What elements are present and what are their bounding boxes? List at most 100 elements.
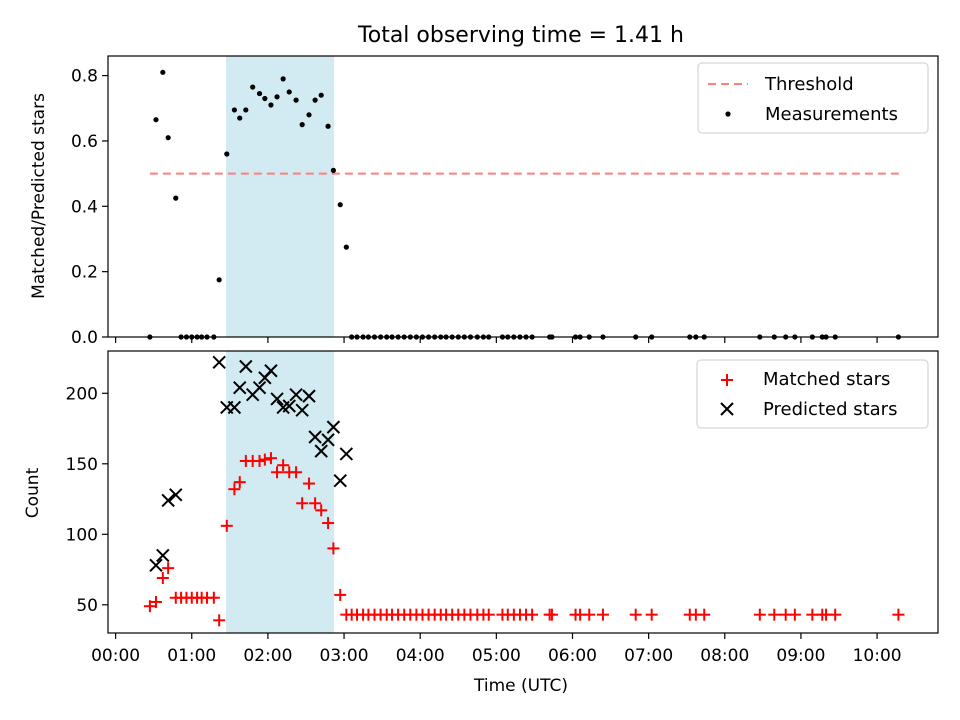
measurement-point (250, 84, 256, 90)
predicted-star-point (252, 380, 267, 395)
measurement-point (293, 97, 299, 103)
predicted-star-point (161, 493, 175, 508)
bottom-x-tick-label: 02:00 (243, 646, 292, 666)
predicted-star-point (295, 403, 309, 417)
measurement-point (318, 92, 324, 98)
matched-star-point (258, 453, 271, 466)
predicted-star-point (308, 430, 322, 444)
bottom-plot-frame (107, 350, 939, 634)
legend-matched-label: Matched stars (763, 369, 890, 390)
measurement-point (280, 76, 286, 82)
bottom-x-tick-label: 01:00 (167, 646, 216, 666)
bottom-y-tick-label: 200 (66, 384, 98, 404)
matched-star-point (228, 483, 241, 496)
measurement-point (268, 102, 274, 108)
predicted-star-point (339, 447, 354, 461)
predicted-star-point (314, 444, 328, 458)
top-y-axis-label: Matched/Predicted stars (29, 93, 49, 299)
matched-star-point (788, 608, 801, 621)
measurement-point (173, 195, 179, 201)
matched-star-point (296, 497, 309, 510)
predicted-star-point (264, 364, 278, 378)
bottom-legend-box (696, 359, 929, 429)
matched-star-point (271, 466, 284, 479)
bottom-y-tick-label: 100 (66, 525, 98, 545)
top-legend-box (697, 62, 929, 134)
measurement-point (243, 107, 249, 113)
measurement-point (256, 90, 263, 97)
matched-star-point (233, 476, 246, 489)
predicted-star-point (212, 355, 226, 369)
predicted-star-point (326, 420, 341, 434)
measurement-point (153, 117, 159, 123)
matched-star-point (149, 595, 162, 608)
x-axis-label: Time (UTC) (473, 676, 568, 696)
predicted-star-point (169, 488, 183, 502)
bottom-x-tick-label: 06:00 (548, 646, 597, 666)
measurement-point (231, 107, 238, 113)
matched-star-point (220, 519, 233, 532)
predicted-star-point (333, 474, 347, 488)
bottom-x-ticks: 00:00 01:00 02:00 03:00 04:00 05:00 06:00 07:00… (91, 633, 902, 666)
measurement-points (147, 69, 902, 340)
legend-measurements-label: Measurements (765, 104, 898, 125)
top-y-tick-label: 0.0 (71, 328, 98, 348)
top-plot-frame (107, 55, 939, 338)
measurement-point (165, 135, 171, 141)
predicted-star-point (149, 558, 163, 573)
bottom-x-tick-label: 08:00 (700, 646, 749, 666)
predicted-star-point (233, 380, 247, 395)
predicted-star-point (302, 389, 316, 403)
matched-star-point (583, 608, 596, 621)
matched-star-point (334, 588, 347, 601)
bottom-x-tick-label: 03:00 (320, 646, 369, 666)
measurement-point (337, 202, 343, 208)
bottom-x-tick-label: 10:00 (853, 646, 902, 666)
matched-star-point (482, 608, 495, 621)
figure-title: Total observing time = 1.41 h (357, 23, 684, 48)
bottom-x-tick-label: 07:00 (624, 646, 673, 666)
matched-star-point (596, 608, 609, 621)
matched-star-point (315, 504, 328, 517)
matched-star-point (545, 608, 558, 621)
top-x-ticks (115, 337, 878, 343)
matched-star-point (143, 600, 156, 613)
matched-star-point (698, 608, 711, 621)
predicted-star-point (321, 433, 335, 447)
matched-star-point (753, 608, 766, 621)
measurement-point (299, 122, 305, 128)
matched-star-point (645, 608, 658, 621)
bottom-legend: Matched stars Predicted stars (696, 359, 929, 429)
predicted-star-point (156, 548, 170, 563)
top-legend: Threshold Measurements (697, 62, 929, 134)
predicted-star-point (282, 399, 296, 413)
matched-star-point (264, 452, 277, 465)
matched-star-point (277, 459, 290, 472)
measurement-point (237, 115, 243, 121)
predicted-star-point (227, 400, 242, 415)
measurement-point (325, 123, 331, 129)
predicted-star-point (289, 388, 303, 402)
legend-threshold-label: Threshold (764, 74, 854, 95)
bottom-y-tick-label: 50 (76, 596, 98, 616)
predicted-stars-points (149, 355, 354, 573)
matched-star-point (327, 542, 340, 555)
bottom-shaded-interval (226, 351, 335, 633)
matched-star-point (322, 517, 335, 530)
matched-star-point (303, 477, 316, 490)
matched-star-point (829, 608, 842, 621)
matched-star-point (213, 614, 226, 627)
matched-stars-points (143, 452, 905, 627)
legend-predicted-swatch (720, 402, 734, 416)
bottom-y-axis-label: Count (23, 467, 43, 518)
measurement-point (286, 89, 292, 95)
matched-star-point (768, 608, 781, 621)
top-y-tick-label: 0.6 (71, 132, 98, 152)
matched-star-point (526, 608, 539, 621)
measurement-point (330, 167, 336, 173)
legend-matched-swatch (721, 374, 733, 386)
matched-star-point (253, 454, 266, 467)
bottom-x-tick-label: 04:00 (396, 646, 445, 666)
measurement-point (306, 112, 312, 118)
